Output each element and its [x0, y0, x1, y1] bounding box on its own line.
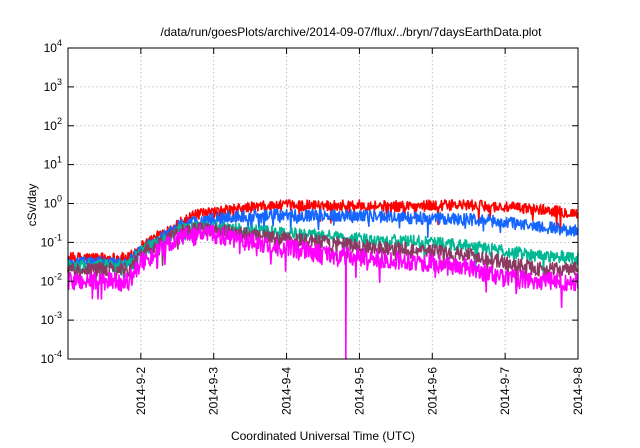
- x-tick-label: 2014-9-6: [425, 367, 439, 415]
- x-axis-label: Coordinated Universal Time (UTC): [231, 429, 415, 443]
- y-tick-label: 10-3: [41, 310, 62, 327]
- y-tick-label: 100: [44, 194, 62, 211]
- y-tick-label: 103: [44, 77, 62, 94]
- x-tick-label: 2014-9-7: [498, 367, 512, 415]
- x-axis: 2014-9-2 2014-9-3 2014-9-4 2014-9-5 2014-9-6…: [134, 48, 585, 415]
- x-tick-label: 2014-9-2: [134, 367, 148, 415]
- x-tick-label: 2014-9-4: [280, 367, 294, 415]
- y-tick-label: 101: [44, 155, 62, 172]
- chart-title: /data/run/goesPlots/archive/2014-09-07/f…: [161, 25, 543, 39]
- x-tick-label: 2014-9-3: [207, 367, 221, 415]
- y-axis-label: cSv/day: [25, 184, 39, 227]
- y-tick-label: 10-1: [41, 232, 62, 249]
- y-tick-label: 10-4: [41, 349, 62, 366]
- series-line-5: [67, 224, 579, 360]
- x-tick-label: 2014-9-8: [571, 367, 585, 415]
- series-layer: [67, 199, 579, 360]
- y-tick-label: 102: [44, 116, 62, 133]
- series-line-1: [67, 199, 579, 273]
- y-axis: 10-4 10-3 10-2 10-1 100 101 102 103 104: [41, 38, 578, 366]
- y-tick-label: 104: [44, 38, 62, 55]
- x-tick-label: 2014-9-5: [352, 367, 366, 415]
- y-tick-label: 10-2: [41, 271, 62, 288]
